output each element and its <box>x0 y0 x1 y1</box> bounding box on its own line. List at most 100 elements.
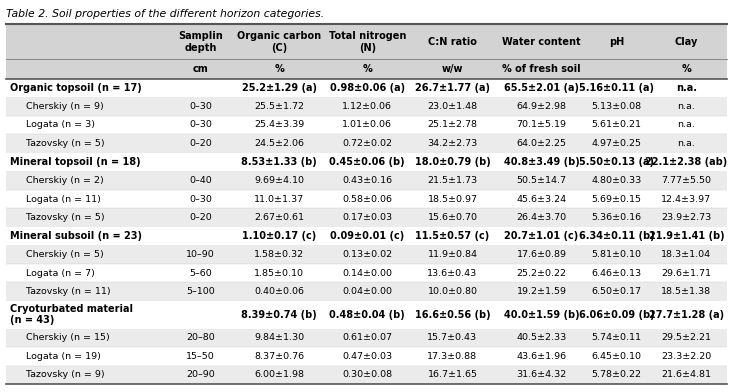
Text: 0.72±0.02: 0.72±0.02 <box>342 139 392 148</box>
Text: %: % <box>682 64 691 74</box>
Text: 5.69±0.15: 5.69±0.15 <box>592 194 641 203</box>
Text: Clay: Clay <box>674 37 698 47</box>
Text: 21.5±1.73: 21.5±1.73 <box>427 176 478 185</box>
Text: 0–30: 0–30 <box>189 120 212 129</box>
Text: 0.61±0.07: 0.61±0.07 <box>342 333 392 342</box>
Text: 50.5±14.7: 50.5±14.7 <box>517 176 566 185</box>
Text: 5.74±0.11: 5.74±0.11 <box>592 333 641 342</box>
Text: 40.8±3.49 (b): 40.8±3.49 (b) <box>504 157 579 167</box>
Text: 12.4±3.97: 12.4±3.97 <box>662 194 711 203</box>
Text: 29.5±2.21: 29.5±2.21 <box>662 333 711 342</box>
Text: Cherskiy (n = 15): Cherskiy (n = 15) <box>20 333 110 342</box>
Text: 43.6±1.96: 43.6±1.96 <box>517 352 566 361</box>
Text: Water content: Water content <box>502 37 581 47</box>
Text: 5–60: 5–60 <box>189 269 212 278</box>
Text: 0–40: 0–40 <box>189 176 212 185</box>
Text: 0.45±0.06 (b): 0.45±0.06 (b) <box>330 157 405 167</box>
Text: Mineral topsoil (n = 18): Mineral topsoil (n = 18) <box>10 157 140 167</box>
Text: 0.13±0.02: 0.13±0.02 <box>342 250 392 259</box>
Text: 22.1±2.38 (ab): 22.1±2.38 (ab) <box>645 157 728 167</box>
Text: 20–90: 20–90 <box>186 370 215 379</box>
Text: 16.7±1.65: 16.7±1.65 <box>427 370 478 379</box>
Text: 8.39±0.74 (b): 8.39±0.74 (b) <box>242 310 317 320</box>
Text: 0.09±0.01 (c): 0.09±0.01 (c) <box>330 231 404 241</box>
Text: 6.46±0.13: 6.46±0.13 <box>592 269 641 278</box>
Text: 24.5±2.06: 24.5±2.06 <box>255 139 304 148</box>
Text: 13.6±0.43: 13.6±0.43 <box>427 269 478 278</box>
Text: 19.2±1.59: 19.2±1.59 <box>517 287 566 296</box>
Text: 11.9±0.84: 11.9±0.84 <box>427 250 478 259</box>
Text: 10–90: 10–90 <box>186 250 215 259</box>
Text: Total nitrogen
(N): Total nitrogen (N) <box>328 31 406 53</box>
Text: 45.6±3.24: 45.6±3.24 <box>517 194 566 203</box>
Text: 26.7±1.77 (a): 26.7±1.77 (a) <box>415 83 490 93</box>
Text: 25.2±1.29 (a): 25.2±1.29 (a) <box>242 83 317 93</box>
Text: 11.5±0.57 (c): 11.5±0.57 (c) <box>415 231 490 241</box>
Text: 6.06±0.09 (b): 6.06±0.09 (b) <box>579 310 654 320</box>
Text: 34.2±2.73: 34.2±2.73 <box>427 139 478 148</box>
Text: Cherskiy (n = 5): Cherskiy (n = 5) <box>20 250 104 259</box>
Text: Cherskiy (n = 2): Cherskiy (n = 2) <box>20 176 104 185</box>
Text: 18.5±0.97: 18.5±0.97 <box>427 194 478 203</box>
Text: %: % <box>363 64 372 74</box>
Text: 10.0±0.80: 10.0±0.80 <box>427 287 478 296</box>
Text: 9.84±1.30: 9.84±1.30 <box>255 333 304 342</box>
Text: cm: cm <box>193 64 208 74</box>
Bar <box>6 97 727 116</box>
Text: 6.45±0.10: 6.45±0.10 <box>592 352 641 361</box>
Text: n.a.: n.a. <box>676 83 697 93</box>
Bar <box>6 153 727 171</box>
Text: n.a.: n.a. <box>677 139 695 148</box>
Text: Samplin
depth: Samplin depth <box>178 31 223 53</box>
Text: 1.58±0.32: 1.58±0.32 <box>255 250 304 259</box>
Text: Logata (n = 11): Logata (n = 11) <box>20 194 101 203</box>
Text: 29.6±1.71: 29.6±1.71 <box>662 269 711 278</box>
Bar <box>6 190 727 208</box>
Text: 7.77±5.50: 7.77±5.50 <box>662 176 711 185</box>
Bar <box>6 171 727 190</box>
Text: Mineral subsoil (n = 23): Mineral subsoil (n = 23) <box>10 231 142 241</box>
Bar <box>6 60 727 79</box>
Text: Organic carbon
(C): Organic carbon (C) <box>237 31 321 53</box>
Text: 25.2±0.22: 25.2±0.22 <box>517 269 566 278</box>
Text: 6.50±0.17: 6.50±0.17 <box>592 287 641 296</box>
Text: Logata (n = 7): Logata (n = 7) <box>20 269 95 278</box>
Text: 23.0±1.48: 23.0±1.48 <box>427 102 478 111</box>
Text: Tazovsky (n = 5): Tazovsky (n = 5) <box>20 139 104 148</box>
Text: 31.6±4.32: 31.6±4.32 <box>517 370 566 379</box>
Bar <box>6 227 727 245</box>
Text: 15.7±0.43: 15.7±0.43 <box>427 333 478 342</box>
Text: 0–30: 0–30 <box>189 102 212 111</box>
Text: Logata (n = 3): Logata (n = 3) <box>20 120 95 129</box>
Bar <box>6 245 727 264</box>
Text: % of fresh soil: % of fresh soil <box>502 64 581 74</box>
Text: 0–20: 0–20 <box>189 213 212 222</box>
Text: 5.13±0.08: 5.13±0.08 <box>592 102 641 111</box>
Text: 18.3±1.04: 18.3±1.04 <box>662 250 711 259</box>
Bar <box>6 301 727 328</box>
Text: 0.17±0.03: 0.17±0.03 <box>342 213 392 222</box>
Text: Cherskiy (n = 9): Cherskiy (n = 9) <box>20 102 104 111</box>
Text: 0.58±0.06: 0.58±0.06 <box>342 194 392 203</box>
Text: 1.10±0.17 (c): 1.10±0.17 (c) <box>243 231 316 241</box>
Text: 27.7±1.28 (a): 27.7±1.28 (a) <box>649 310 724 320</box>
Text: pH: pH <box>609 37 624 47</box>
Text: 15–50: 15–50 <box>186 352 215 361</box>
Text: 0.43±0.16: 0.43±0.16 <box>342 176 392 185</box>
Text: 64.0±2.25: 64.0±2.25 <box>517 139 566 148</box>
Text: 16.6±0.56 (b): 16.6±0.56 (b) <box>415 310 490 320</box>
Text: 0.48±0.04 (b): 0.48±0.04 (b) <box>330 310 405 320</box>
Text: 1.01±0.06: 1.01±0.06 <box>342 120 392 129</box>
Bar <box>6 366 727 384</box>
Text: 8.37±0.76: 8.37±0.76 <box>255 352 304 361</box>
Text: 21.9±1.41 (b): 21.9±1.41 (b) <box>649 231 724 241</box>
Text: 6.34±0.11 (b): 6.34±0.11 (b) <box>579 231 654 241</box>
Text: 25.4±3.39: 25.4±3.39 <box>255 120 304 129</box>
Text: 8.53±1.33 (b): 8.53±1.33 (b) <box>242 157 317 167</box>
Text: 4.80±0.33: 4.80±0.33 <box>592 176 641 185</box>
Text: 0.30±0.08: 0.30±0.08 <box>342 370 392 379</box>
Text: n.a.: n.a. <box>677 120 695 129</box>
Text: 4.97±0.25: 4.97±0.25 <box>592 139 641 148</box>
Text: 15.6±0.70: 15.6±0.70 <box>427 213 478 222</box>
Bar <box>6 264 727 282</box>
